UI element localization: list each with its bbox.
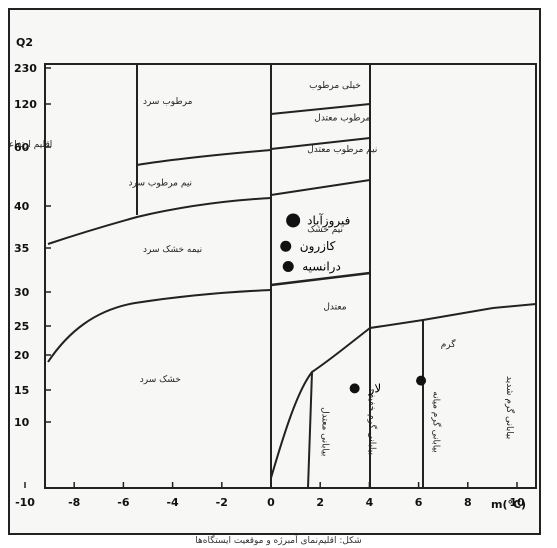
y-tick-label: 120 xyxy=(14,98,37,111)
station-point xyxy=(349,383,360,394)
y-tick-label: 230 xyxy=(14,62,37,75)
region-label: بیابانی گرم خفیف xyxy=(366,389,378,455)
y-tick-label: 60 xyxy=(14,141,30,154)
region-label: بیابانی گرم شدید xyxy=(504,376,516,439)
climagram-chart: 230 120 60 40 35 30 25 20 15 10 -10 -8 -6 -4 -2 0 2 4 6 8 1… xyxy=(10,36,537,511)
figure-caption: شکل: اقلیم‌نمای آمبرژه و موقعیت ایستگاه‌… xyxy=(195,536,362,546)
region-label: مرطوب سرد xyxy=(143,97,193,107)
y-tick-label: 10 xyxy=(14,416,30,429)
boundary-semiarid xyxy=(47,289,272,363)
region-label: اقلیم ارتفاعات xyxy=(10,140,52,150)
x-tick-label: -8 xyxy=(68,496,80,509)
boundary-subhumid xyxy=(47,197,272,245)
region-label: نیم خشک xyxy=(307,225,343,235)
chart-frame: 230 120 60 40 35 30 25 20 15 10 -10 -8 -6 -4 -2 0 2 4 6 8 1… xyxy=(8,8,541,535)
boundary-desert-tail xyxy=(492,303,537,309)
x-tick-label: 4 xyxy=(366,496,374,509)
x-tick-label: -10 xyxy=(15,496,35,509)
station-label: لار xyxy=(368,381,382,396)
region-label: بیابانی معتدل xyxy=(320,407,330,456)
station-point xyxy=(286,213,301,228)
region-label: نیم مرطوب سرد xyxy=(129,179,193,189)
station-label: فیروزآباد xyxy=(307,212,350,228)
y-axis-ticks: 230 120 60 40 35 30 25 20 15 10 xyxy=(14,62,51,429)
y-tick-label: 20 xyxy=(14,349,30,362)
region-label: بیابانی گرم میانه xyxy=(430,391,442,452)
plot-area xyxy=(44,63,537,489)
y-tick-label: 30 xyxy=(14,286,30,299)
boundary-desert xyxy=(270,307,494,479)
x-tick-label: -2 xyxy=(216,496,228,509)
x-tick-label: 2 xyxy=(316,496,324,509)
boundary-subhumid-mild xyxy=(270,179,371,196)
boundary-very-humid xyxy=(270,103,371,115)
station-markers: فیروزآباد کازرون درانسیه لار xyxy=(280,212,427,396)
boundary-desert-inner xyxy=(307,371,313,489)
x-tick-label: 8 xyxy=(464,496,472,509)
x-tick-label: -6 xyxy=(117,496,130,509)
boundary-semiarid-mild xyxy=(270,271,371,287)
station-point xyxy=(282,261,294,273)
y-axis-label: Q2 xyxy=(16,36,33,49)
station-label: درانسیه xyxy=(302,260,341,275)
region-label: نیم مرطوب معتدل xyxy=(307,145,377,155)
x-tick-label: 0 xyxy=(267,496,275,509)
region-label: خشک سرد xyxy=(140,375,181,385)
station-label: کازرون xyxy=(300,239,336,254)
region-label: نیمه خشک سرد xyxy=(143,245,202,255)
boundary-humid xyxy=(136,149,272,166)
region-label: گرم xyxy=(441,338,457,350)
x-tick-label: -4 xyxy=(166,496,179,509)
chart-boundaries xyxy=(44,63,537,489)
x-axis-ticks: -10 -8 -6 -4 -2 0 2 4 6 8 10 xyxy=(15,482,525,509)
y-tick-label: 35 xyxy=(14,242,29,255)
y-tick-label: 40 xyxy=(14,200,30,213)
station-point xyxy=(280,240,292,252)
station-point xyxy=(416,375,427,386)
region-label: معتدل xyxy=(323,303,346,313)
region-label: خیلی مرطوب xyxy=(309,81,361,91)
x-tick-label: 6 xyxy=(415,496,423,509)
y-tick-label: 25 xyxy=(14,320,29,333)
region-labels: اقلیم ارتفاعات مرطوب سرد نیم مرطوب سرد نیمه… xyxy=(10,81,516,456)
y-tick-label: 15 xyxy=(14,384,29,397)
x-tick-label: 10 xyxy=(509,496,525,509)
region-label: مرطوب معتدل xyxy=(314,113,370,123)
x-axis-label: m(°C) xyxy=(491,498,526,511)
boundary-humid-mild xyxy=(270,137,371,150)
